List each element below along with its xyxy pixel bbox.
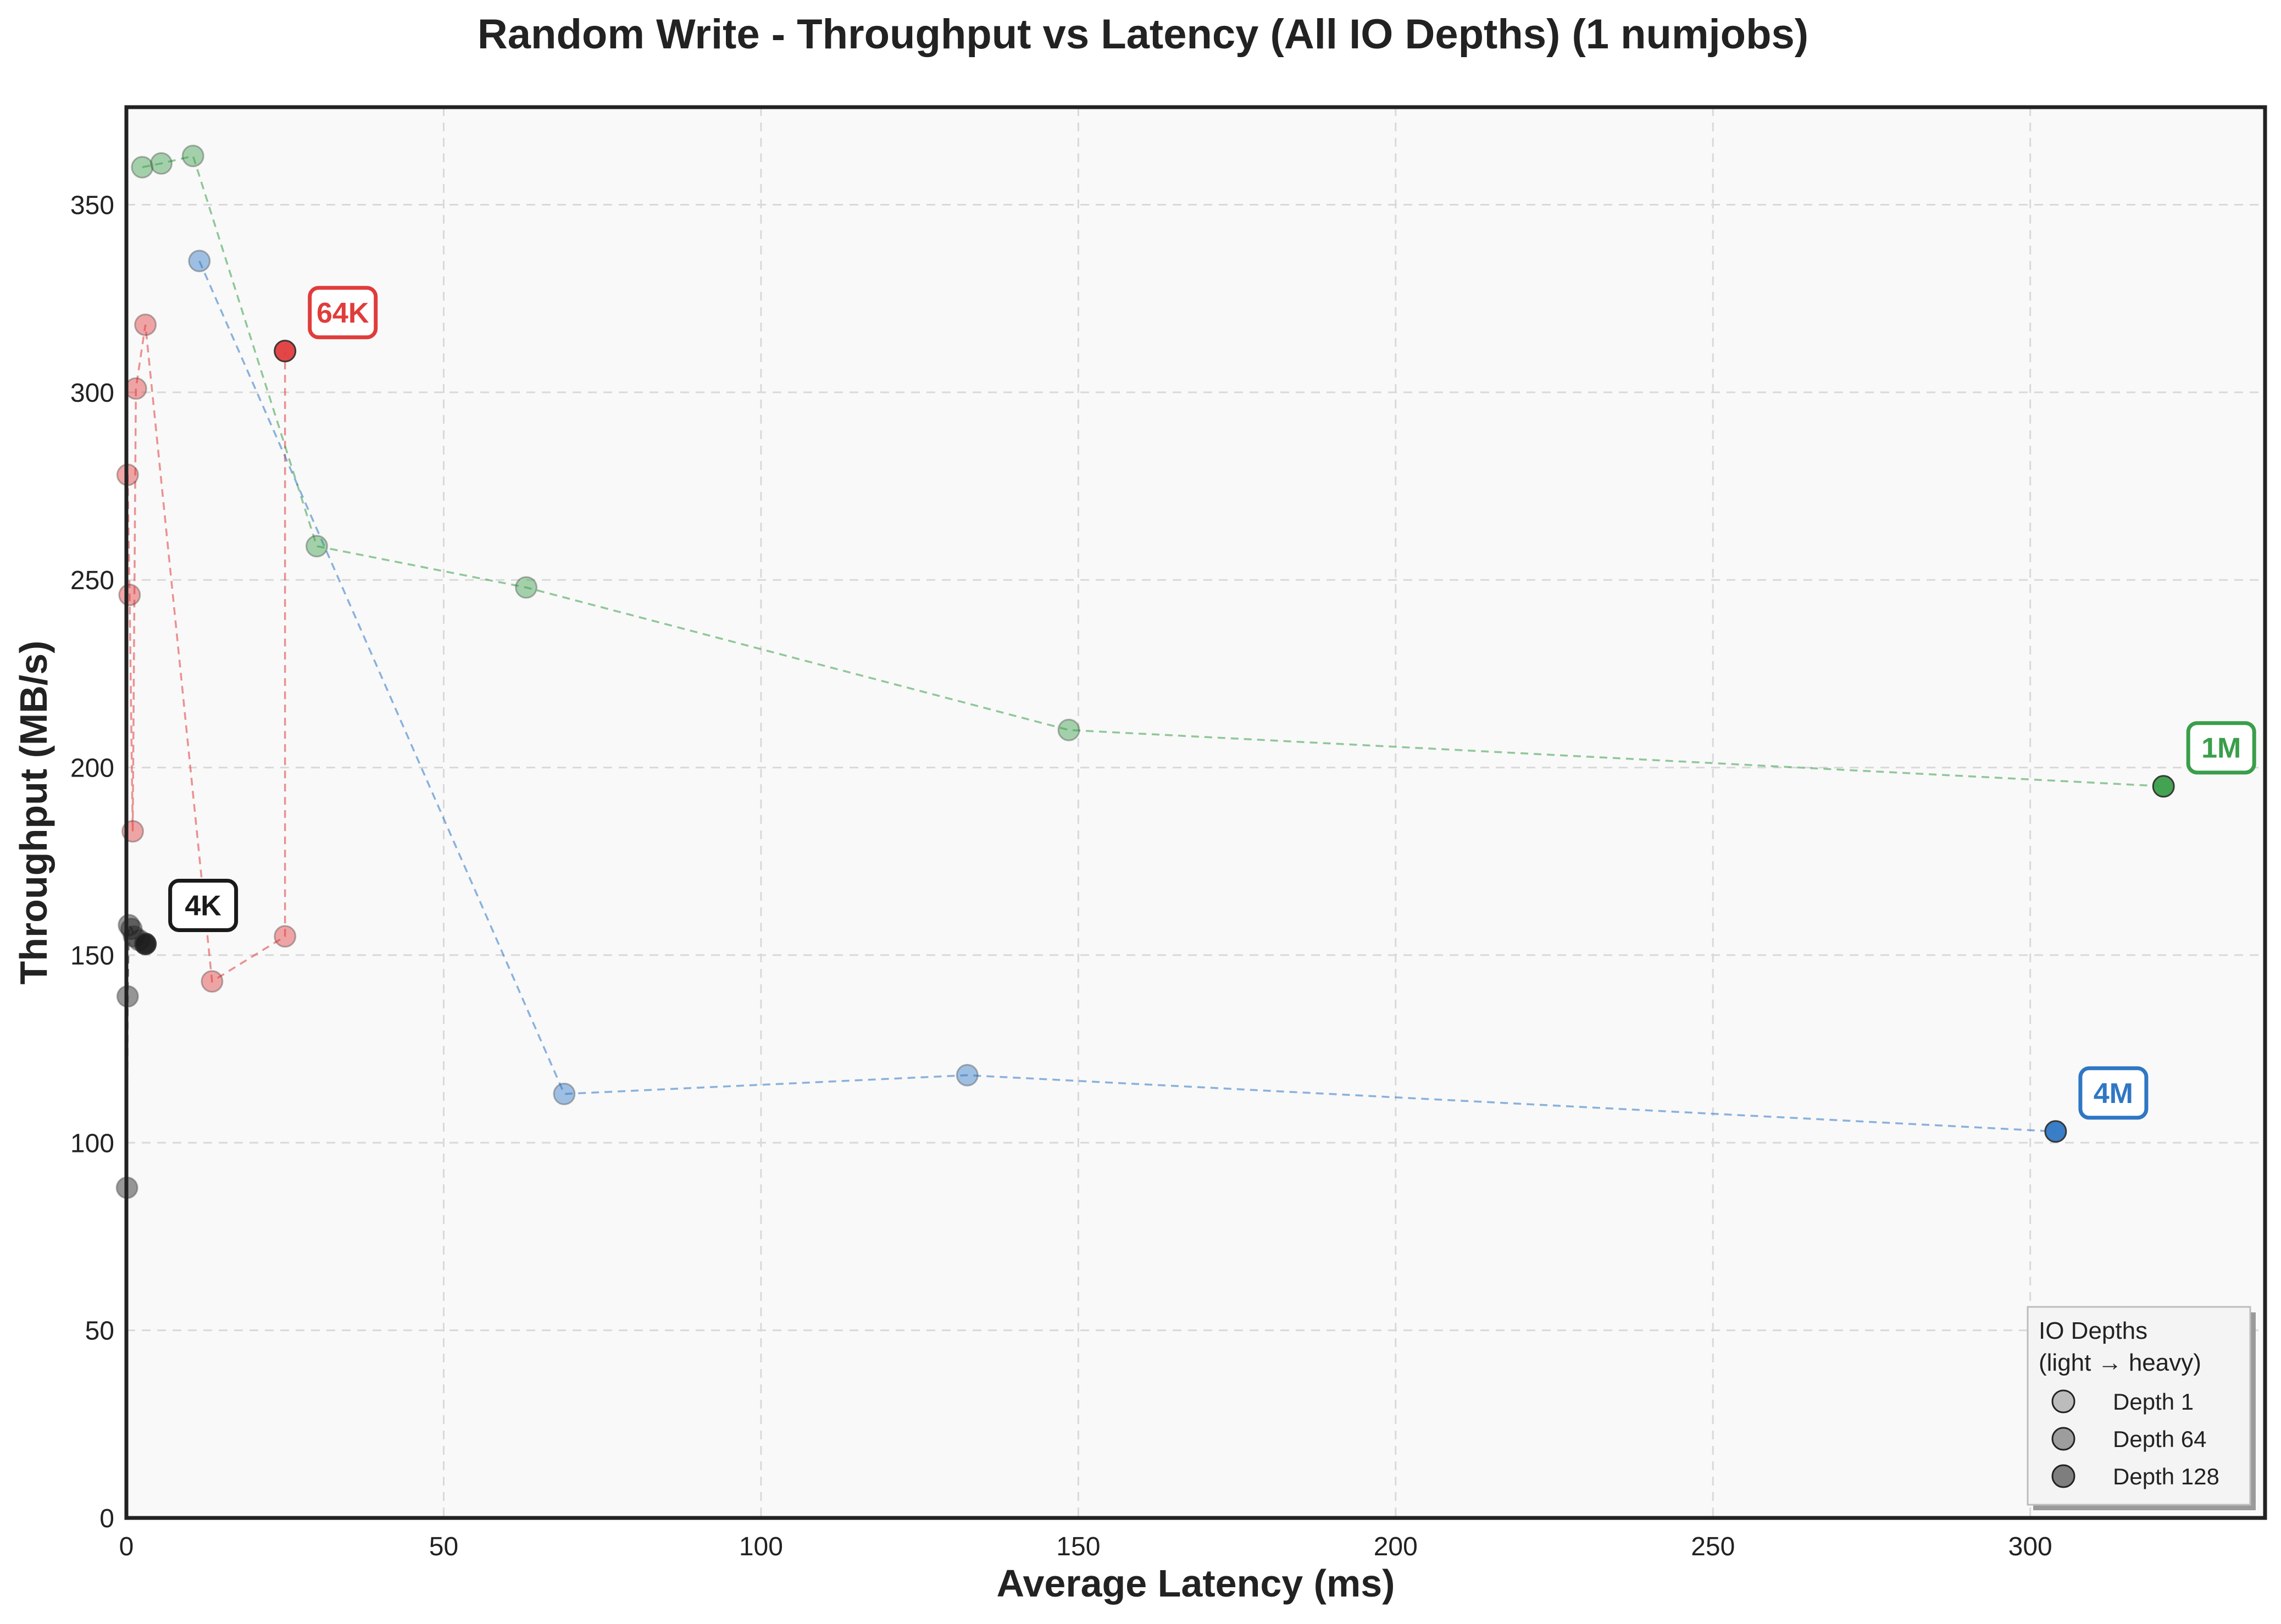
series-line-4m: [198, 260, 2056, 1133]
data-point-4k: [118, 913, 141, 936]
legend-subtitle: (light → heavy): [2039, 1349, 2201, 1376]
legend: IO Depths (light → heavy) Depth 1 Depth 64 D…: [2027, 1306, 2256, 1510]
data-point-64k: [124, 377, 147, 400]
data-point-64k: [118, 584, 141, 607]
series-label-4k: 4K: [168, 878, 238, 932]
series-label-box: [2186, 721, 2256, 775]
x-tick-label: 300: [2008, 1532, 2052, 1561]
data-point-4k: [134, 932, 157, 955]
y-tick-label: 250: [70, 566, 114, 595]
y-tick-label: 200: [70, 754, 114, 783]
data-point-1m: [2152, 775, 2175, 798]
data-point-4m: [2044, 1120, 2067, 1143]
legend-item-label: Depth 128: [2113, 1464, 2219, 1489]
x-tick-label: 150: [1056, 1532, 1100, 1561]
series-label-64k: 64K: [308, 286, 378, 340]
data-point-4m: [956, 1063, 979, 1087]
data-point-1m: [305, 535, 328, 558]
data-point-4m: [188, 250, 211, 273]
x-tick-label: 200: [1374, 1532, 1418, 1561]
legend-item-label: Depth 1: [2113, 1389, 2194, 1415]
data-point-1m: [150, 152, 173, 175]
y-tick-label: 100: [70, 1129, 114, 1158]
y-tick-label: 0: [99, 1504, 114, 1533]
plot-area: [126, 107, 2265, 1518]
x-tick-label: 50: [429, 1532, 458, 1561]
chart-title: Random Write - Throughput vs Latency (Al…: [478, 11, 1808, 58]
data-point-1m: [131, 156, 154, 179]
y-tick-label: 150: [70, 941, 114, 971]
y-tick-label: 300: [70, 379, 114, 408]
data-point-1m: [515, 576, 538, 599]
y-tick-label: 50: [85, 1317, 114, 1346]
series-label-box: [168, 878, 238, 932]
series-line-64k: [126, 324, 286, 983]
plot-frame: [124, 105, 2267, 1520]
y-tick-label: 350: [70, 191, 114, 220]
series-label-text: 1M: [2201, 733, 2241, 764]
x-tick-label: 250: [1691, 1532, 1735, 1561]
legend-marker: [2051, 1389, 2075, 1414]
series-label-text: 64K: [317, 297, 369, 329]
series-label-1m: 1M: [2186, 721, 2256, 775]
data-point-64k: [274, 340, 297, 363]
x-axis-label: Average Latency (ms): [997, 1562, 1395, 1605]
series-label-box: [308, 286, 378, 340]
legend-marker: [2051, 1464, 2075, 1488]
y-axis-label: Throughput (MB/s): [12, 641, 55, 985]
axis-ticks: 0 50 100 150 200 250 300 0 50 100 150 200 250 300 350: [70, 191, 2052, 1561]
data-point-1m: [181, 145, 204, 168]
x-tick-label: 100: [739, 1532, 783, 1561]
series-label-text: 4K: [185, 890, 221, 922]
data-point-64k: [274, 925, 297, 948]
data-point-1m: [1057, 718, 1080, 741]
data-point-64k: [134, 313, 157, 336]
legend-marker: [2051, 1427, 2075, 1451]
series-label-box: [2078, 1066, 2149, 1120]
series-labels: 4K 64K 1M 4M: [168, 286, 2256, 1120]
x-tick-label: 0: [119, 1532, 134, 1561]
series-line-1m: [142, 154, 2164, 788]
series-label-4m: 4M: [2078, 1066, 2149, 1120]
data-point-64k: [201, 970, 224, 993]
series-label-text: 4M: [2094, 1078, 2133, 1110]
legend-title: IO Depths: [2039, 1317, 2147, 1344]
data-point-4m: [553, 1083, 576, 1106]
legend-item-label: Depth 64: [2113, 1426, 2206, 1452]
grid: [125, 107, 2265, 1519]
series-points: [115, 145, 2175, 1199]
